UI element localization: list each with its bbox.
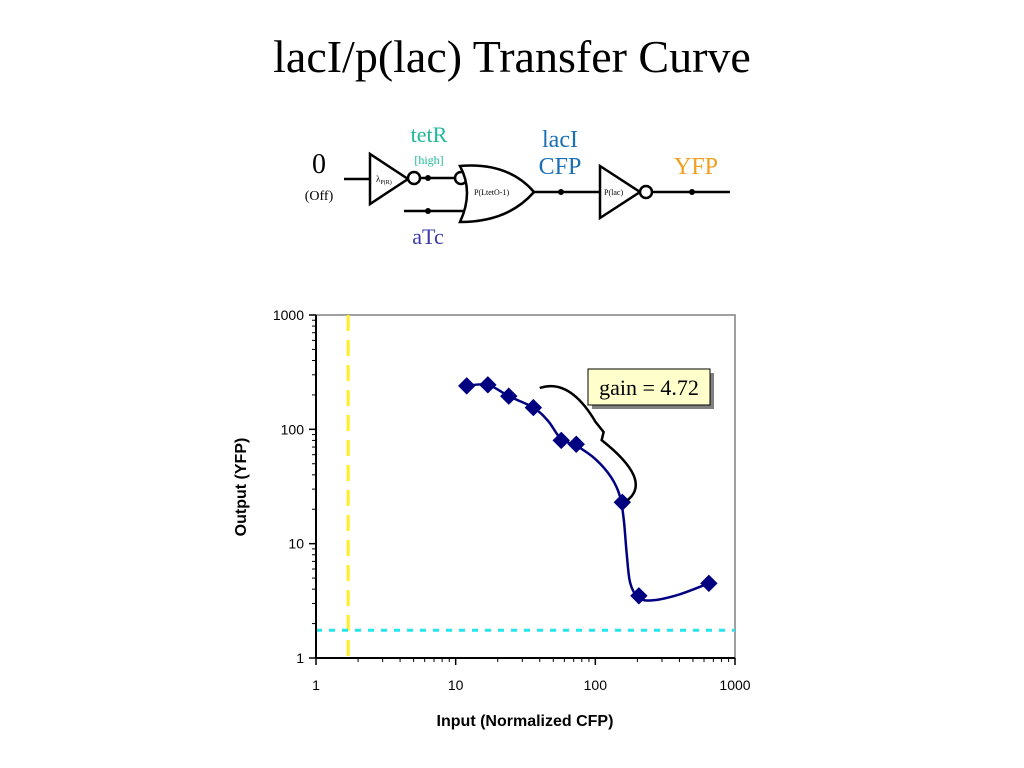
x-tick-label: 10 xyxy=(448,677,464,693)
x-tick-label: 1000 xyxy=(719,677,750,693)
y-tick-label: 1000 xyxy=(273,307,304,323)
input-value: 0 xyxy=(312,149,326,180)
yfp-label: YFP xyxy=(674,154,718,180)
plac-gate xyxy=(598,163,643,221)
aTc-node xyxy=(425,208,431,214)
aTc-label: aTc xyxy=(412,224,444,249)
circuit-diagram: λP(R) P(LtetO-1) P(lac) 0 (Off) tetR [hi… xyxy=(305,122,730,249)
input-state: (Off) xyxy=(305,189,334,204)
data-point xyxy=(552,431,570,450)
data-point xyxy=(700,574,718,593)
tetR-label: tetR xyxy=(411,122,448,147)
data-point xyxy=(630,587,648,605)
tetR-node xyxy=(425,175,431,181)
not-bubble xyxy=(638,184,654,200)
data-point xyxy=(500,387,518,405)
data-point xyxy=(458,377,476,395)
slide-title: lacI/p(lac) Transfer Curve xyxy=(273,31,751,82)
nor-gate xyxy=(457,164,536,224)
data-point xyxy=(613,493,632,512)
series-line xyxy=(466,383,710,602)
gain-label: gain = 4.72 xyxy=(599,375,699,400)
tetR-level: [high] xyxy=(414,153,443,167)
not-label: P(lac) xyxy=(604,188,623,197)
gain-box-shadow xyxy=(592,373,714,409)
gate1-bubble xyxy=(406,170,422,186)
cfp-label: CFP xyxy=(539,154,582,180)
lacI-label: lacI xyxy=(542,127,578,153)
yfp-node xyxy=(689,189,695,195)
y-tick-label: 10 xyxy=(288,536,304,552)
data-point xyxy=(567,435,585,453)
x-axis-label: Input (Normalized CFP) xyxy=(437,713,614,730)
y-tick-label: 1 xyxy=(296,650,304,666)
data-point xyxy=(479,376,497,394)
x-tick-label: 100 xyxy=(584,677,608,693)
gain-bracket xyxy=(539,384,637,502)
gate1-label: λP(R) xyxy=(376,174,392,186)
plot-area xyxy=(315,314,736,659)
gain-box xyxy=(587,368,711,406)
x-tick-label: 1 xyxy=(312,677,320,693)
lacI-node xyxy=(558,189,564,195)
data-point xyxy=(524,398,543,417)
lambda-gate xyxy=(368,151,411,207)
nor-label: P(LtetO-1) xyxy=(474,188,509,197)
y-tick-label: 100 xyxy=(281,421,305,437)
y-axis-label: Output (YFP) xyxy=(233,438,250,537)
gate1-sub: P(R) xyxy=(380,179,391,186)
